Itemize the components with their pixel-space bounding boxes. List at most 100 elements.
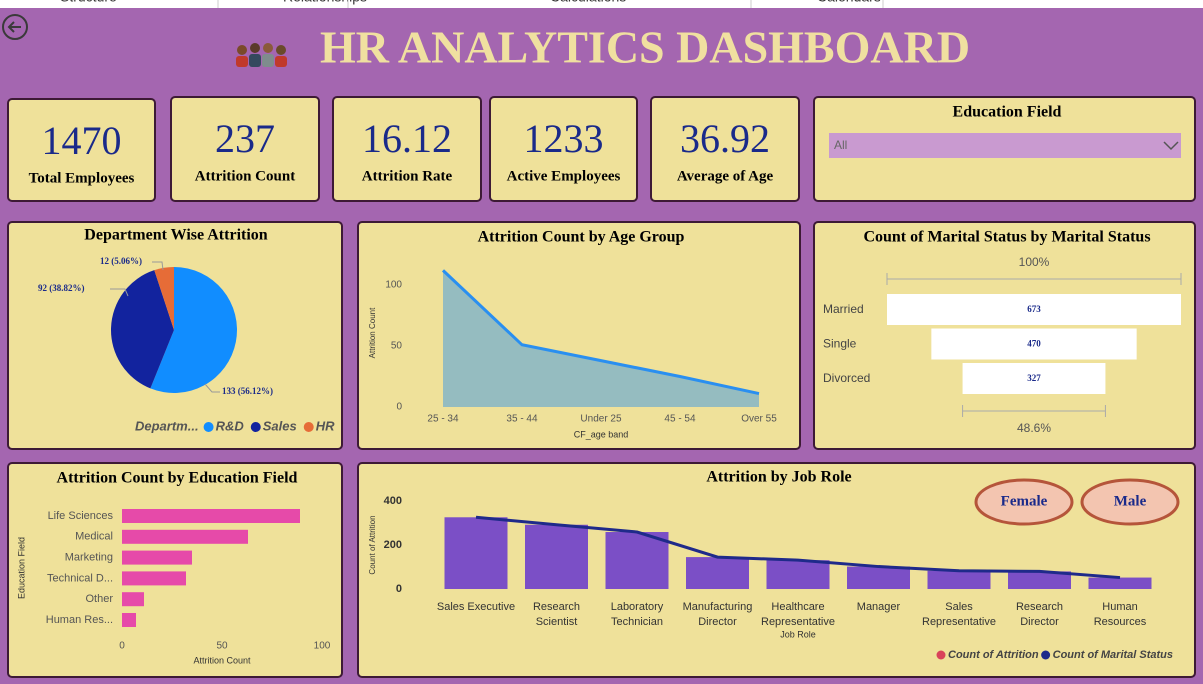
x-tick-label-box: Research Scientist — [532, 601, 581, 628]
x-tick-label-box: Human Resources — [1093, 601, 1147, 628]
funnel-value: 673 — [1027, 304, 1041, 314]
bar — [686, 557, 749, 589]
x-tick-label: Sales Representative — [922, 601, 996, 628]
back-button[interactable] — [2, 14, 28, 40]
x-tick-label-box: Manager — [857, 601, 900, 613]
area-line — [441, 269, 760, 396]
filter-button-label[interactable]: Male — [1114, 493, 1147, 509]
legend-marker — [203, 422, 214, 432]
x-tick-label: 35 - 44 — [506, 414, 538, 425]
tab-label: Calendars — [817, 0, 881, 5]
funnel-bar — [931, 328, 1137, 360]
chart-title: Count of Marital Status by Marital Statu… — [863, 229, 1150, 246]
x-tick-label-box: Healthcare Representative — [761, 601, 835, 628]
filter-button[interactable] — [974, 478, 1074, 526]
funnel-category: Married — [823, 302, 864, 316]
bar — [122, 509, 300, 523]
panel — [7, 98, 156, 202]
y-tick-label: Marketing — [65, 552, 113, 564]
x-axis-label: Job Role — [780, 629, 816, 639]
kpi-value: 237 — [215, 116, 275, 161]
line — [475, 515, 1121, 580]
legend-label: Count of Marital Status — [1053, 649, 1173, 661]
x-tick-label: Sales Executive — [436, 601, 516, 613]
legend-label: Count of Attrition — [948, 649, 1039, 661]
pie-slice — [150, 267, 237, 393]
x-tick-label-box: Sales Executive — [436, 601, 516, 613]
chart-title: Attrition Count by Age Group — [478, 229, 685, 246]
y-axis-label: Education Field — [16, 537, 26, 599]
x-tick-label: 0 — [119, 641, 125, 652]
kpi-value: 36.92 — [680, 116, 770, 161]
bar — [444, 517, 508, 589]
y-tick-label: 100 — [385, 280, 402, 291]
dropdown-chevron — [1163, 141, 1179, 151]
y-tick-label: Technical D... — [47, 572, 113, 584]
panel — [7, 462, 343, 678]
y-tick-label: 400 — [384, 495, 402, 507]
pie-label: 12 (5.06%) — [100, 256, 142, 266]
kpi-label: Attrition Count — [195, 168, 295, 184]
x-tick-label: Under 25 — [580, 414, 622, 425]
x-tick-label: 100 — [314, 641, 331, 652]
people-icon — [236, 43, 287, 67]
funnel-value: 470 — [1027, 339, 1041, 349]
bar — [525, 524, 588, 589]
bar — [605, 532, 669, 589]
x-tick-label: Over 55 — [741, 414, 777, 425]
bar — [122, 592, 144, 607]
legend-label: HR — [316, 418, 335, 433]
x-tick-label: Laboratory Technician — [610, 601, 664, 628]
y-tick-label: Life Sciences — [48, 510, 114, 522]
bar — [1008, 571, 1071, 589]
legend-marker — [936, 650, 946, 660]
funnel-top-label: 100% — [1019, 255, 1050, 269]
kpi-label: Average of Age — [677, 168, 774, 184]
kpi-value: 1233 — [524, 116, 604, 161]
chart-title: Attrition Count by Education Field — [57, 470, 298, 487]
x-tick-label: Manufacturing Director — [682, 601, 753, 628]
y-tick-label: 50 — [391, 341, 403, 352]
filter-button[interactable] — [1080, 478, 1180, 526]
funnel-bar — [962, 363, 1106, 394]
funnel-category: Divorced — [823, 371, 870, 385]
pie-slice — [111, 270, 174, 389]
legend-marker — [303, 422, 314, 432]
kpi-label: Active Employees — [507, 168, 621, 184]
y-tick-label: 0 — [396, 583, 402, 595]
bar — [766, 560, 830, 589]
panel — [170, 96, 320, 202]
leader-line — [204, 383, 220, 393]
funnel-scale — [886, 273, 1182, 285]
x-tick-label: Human Resources — [1093, 601, 1147, 628]
bar — [927, 570, 991, 589]
legend-label: R&D — [216, 418, 245, 433]
legend-marker — [250, 422, 261, 432]
funnel-scale — [962, 405, 1106, 417]
x-tick-label-box: Laboratory Technician — [610, 601, 664, 628]
bar — [847, 566, 910, 589]
dashboard-title: HR ANALYTICS DASHBOARD — [320, 22, 970, 73]
tab-label: Relationships — [283, 0, 367, 5]
x-tick-label-box: Sales Representative — [922, 601, 996, 628]
funnel-value: 327 — [1027, 373, 1041, 383]
x-tick-label: Research Scientist — [532, 601, 581, 628]
x-tick-label: 50 — [216, 641, 228, 652]
funnel-bottom-label: 48.6% — [1017, 421, 1051, 435]
x-tick-label: Healthcare Representative — [761, 601, 835, 628]
kpi-label: Total Employees — [29, 170, 135, 186]
x-axis-label: CF_age band — [574, 429, 629, 439]
x-tick-label: Research Director — [1015, 601, 1064, 628]
pie-label: 133 (56.12%) — [222, 386, 273, 396]
legend-marker — [1041, 650, 1051, 660]
y-tick-label: Medical — [75, 531, 113, 543]
leader-line — [110, 288, 129, 297]
tab-label: Structure — [60, 0, 117, 5]
area-fill — [443, 270, 759, 407]
y-axis-label: Attrition Count — [368, 307, 377, 358]
filter-button-label[interactable]: Female — [1001, 493, 1048, 509]
x-tick-label-box: Manufacturing Director — [682, 601, 753, 628]
bar — [122, 550, 192, 565]
slicer-dropdown[interactable] — [829, 133, 1181, 158]
